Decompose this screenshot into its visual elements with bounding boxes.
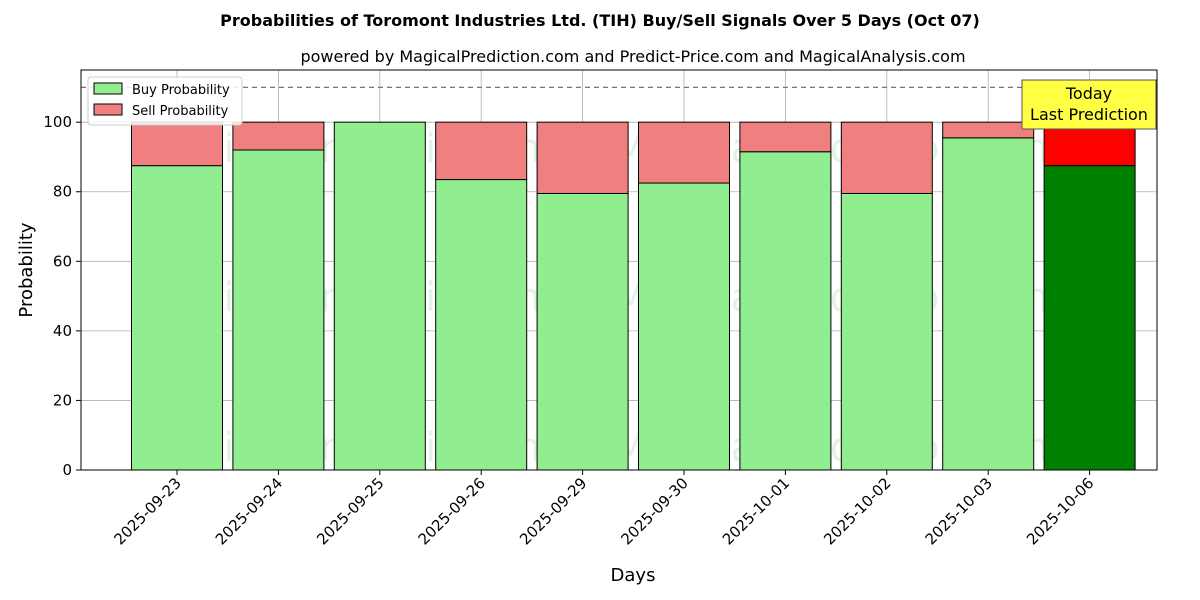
bar-buy — [131, 165, 223, 471]
x-tick-label: 2025-09-29 — [516, 474, 590, 548]
bar-buy — [232, 149, 325, 471]
bar-buy — [739, 151, 832, 471]
y-tick-label: 20 — [53, 391, 72, 409]
bar-sell — [232, 121, 325, 151]
plot-frame — [80, 69, 1158, 471]
legend-label-sell: Sell Probability — [132, 104, 229, 119]
today-annotation-line2: Last Prediction — [1030, 105, 1148, 124]
chart-title: Probabilities of Toromont Industries Ltd… — [220, 11, 980, 30]
legend-swatch-buy — [93, 82, 123, 95]
bar-buy — [942, 137, 1035, 471]
bar-sell — [739, 121, 832, 153]
y-tick-label: 40 — [53, 322, 72, 340]
x-tick-label: 2025-09-25 — [313, 474, 387, 548]
y-tick-label: 60 — [53, 252, 72, 270]
today-annotation-line1: Today — [1065, 84, 1112, 103]
x-tick-label: 2025-10-01 — [719, 474, 793, 548]
bar-sell — [131, 121, 223, 167]
x-axis-label: Days — [611, 565, 656, 586]
x-tick-label: 2025-10-06 — [1023, 474, 1097, 548]
x-tick-label: 2025-09-26 — [415, 474, 489, 548]
bar-sell — [435, 121, 528, 181]
y-tick-label: 100 — [43, 113, 72, 131]
bar-sell — [638, 121, 730, 184]
bar-buy — [638, 182, 730, 471]
x-tick-label: 2025-10-03 — [922, 474, 996, 548]
y-tick-label: 80 — [53, 183, 72, 201]
x-tick-label: 2025-10-02 — [820, 474, 894, 548]
today-annotation: Today Last Prediction — [1021, 79, 1157, 130]
legend-swatch-sell — [93, 103, 123, 116]
bar-buy — [333, 121, 426, 471]
bar-sell — [942, 121, 1035, 139]
bars-layer — [131, 121, 1136, 471]
x-tick-label: 2025-09-24 — [212, 474, 286, 548]
bar-sell — [536, 121, 629, 194]
legend: Buy Probability Sell Probability — [87, 76, 243, 126]
y-axis-label: Probability — [16, 222, 37, 317]
legend-label-buy: Buy Probability — [132, 83, 230, 98]
legend-box — [87, 76, 243, 126]
x-tick-label: 2025-09-30 — [617, 474, 691, 548]
bar-sell — [840, 121, 933, 194]
x-tick-label: 2025-09-23 — [110, 474, 184, 548]
y-tick-label: 0 — [62, 461, 72, 479]
bar-buy — [536, 192, 629, 471]
today-annotation-box — [1021, 79, 1157, 130]
bar-buy — [435, 179, 528, 471]
chart-subtitle: powered by MagicalPrediction.com and Pre… — [300, 47, 965, 66]
bar-buy — [1043, 165, 1136, 471]
bar-buy — [840, 192, 933, 471]
